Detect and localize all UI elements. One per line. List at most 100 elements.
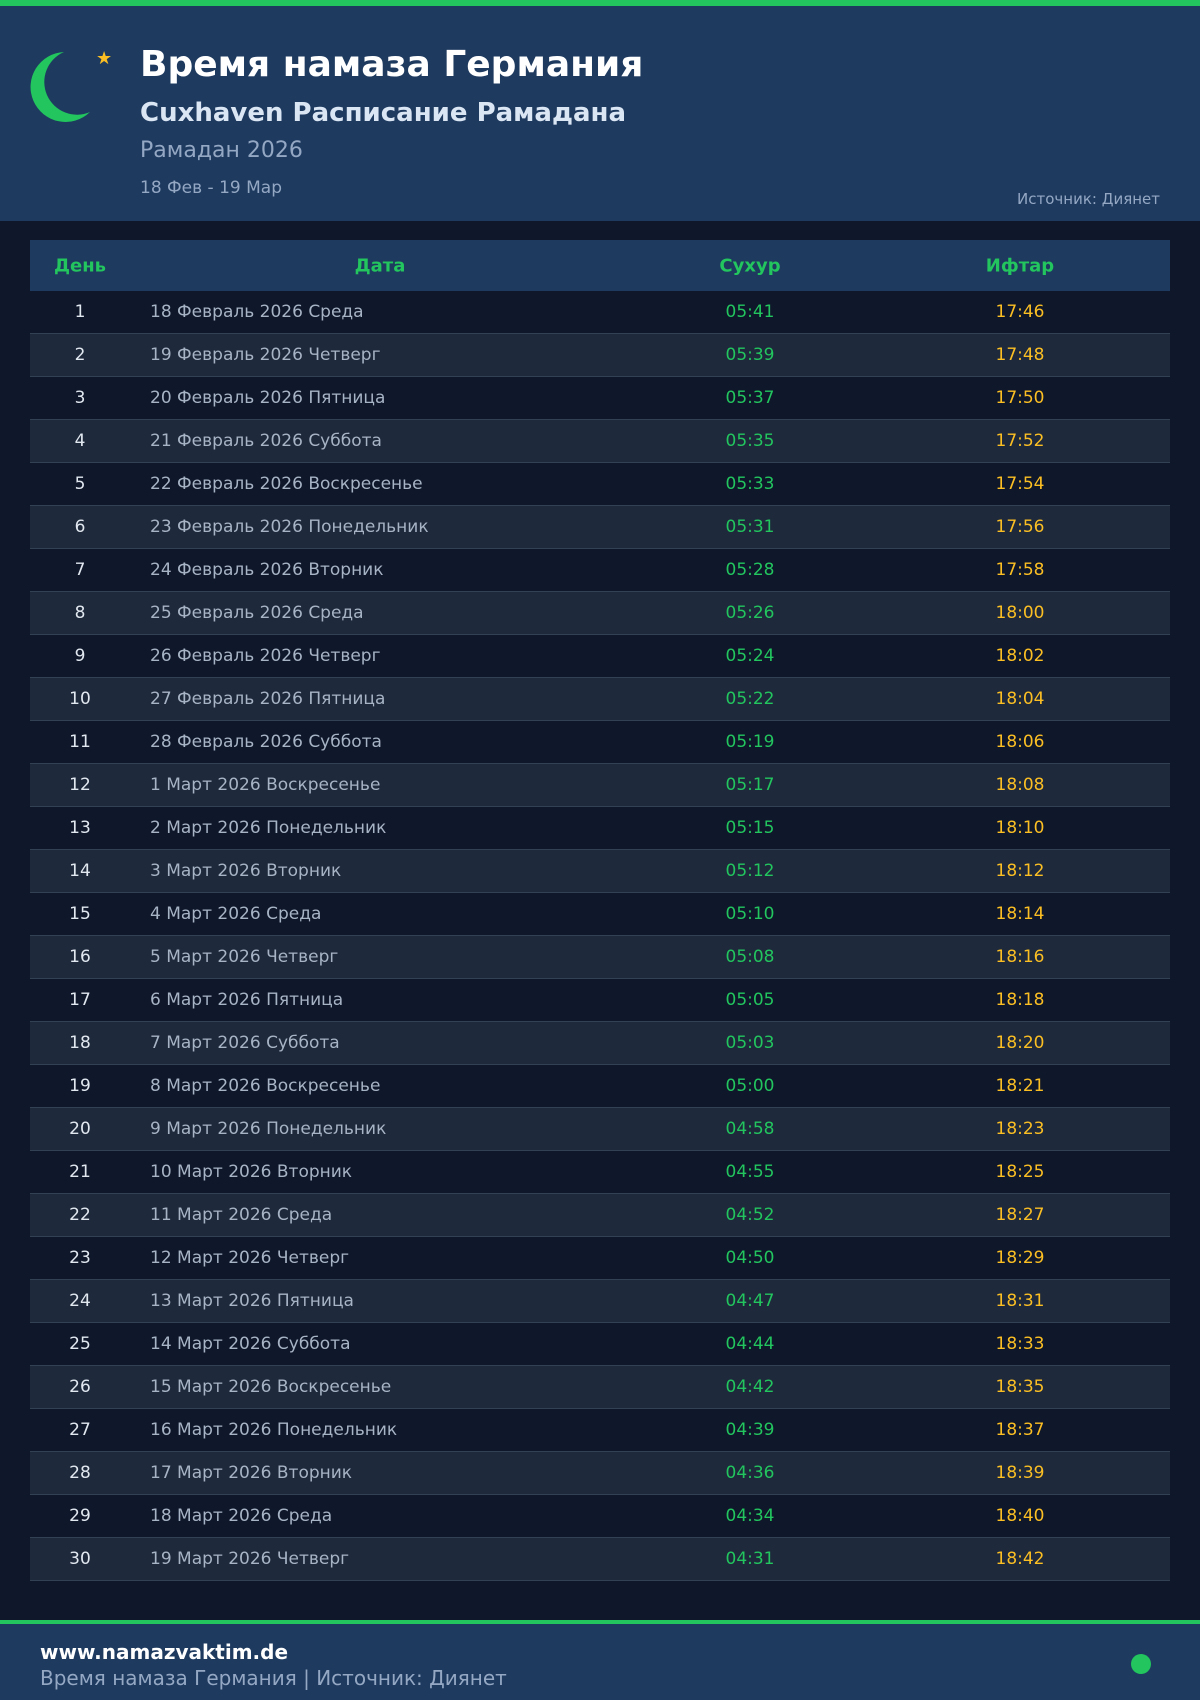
website-link[interactable]: www.namazvaktim.de bbox=[40, 1640, 289, 1664]
date-cell: 18 Февраль 2026 Среда bbox=[150, 302, 364, 322]
iftar-time: 18:14 bbox=[995, 904, 1045, 924]
date-cell: 15 Март 2026 Воскресенье bbox=[150, 1377, 392, 1397]
day-cell: 21 bbox=[69, 1162, 91, 1182]
day-cell: 10 bbox=[69, 689, 91, 709]
iftar-time: 18:29 bbox=[995, 1248, 1045, 1268]
suhur-time: 05:35 bbox=[725, 431, 775, 451]
suhur-time: 05:12 bbox=[725, 861, 775, 881]
iftar-time: 18:06 bbox=[995, 732, 1045, 752]
date-cell: 17 Март 2026 Вторник bbox=[150, 1463, 353, 1483]
day-cell: 8 bbox=[74, 603, 86, 623]
iftar-time: 18:04 bbox=[995, 689, 1045, 709]
date-cell: 1 Март 2026 Воскресенье bbox=[150, 775, 381, 795]
table-row: 14 3 Март 2026 Вторник 05:12 18:12 bbox=[30, 850, 1170, 893]
source-label: Источник: Диянет bbox=[1017, 190, 1160, 208]
crescent-moon-icon bbox=[30, 52, 91, 122]
date-cell: 3 Март 2026 Вторник bbox=[150, 861, 342, 881]
day-cell: 17 bbox=[69, 990, 91, 1010]
table-row: 26 15 Март 2026 Воскресенье 04:42 18:35 bbox=[30, 1366, 1170, 1409]
date-cell: 22 Февраль 2026 Воскресенье bbox=[150, 474, 423, 494]
iftar-time: 17:56 bbox=[995, 517, 1045, 537]
date-cell: 18 Март 2026 Среда bbox=[150, 1506, 333, 1526]
day-cell: 24 bbox=[69, 1291, 91, 1311]
date-cell: 19 Февраль 2026 Четверг bbox=[150, 345, 381, 365]
column-header-date: Дата bbox=[354, 255, 406, 276]
iftar-time: 18:02 bbox=[995, 646, 1045, 666]
day-cell: 1 bbox=[74, 302, 86, 322]
iftar-time: 18:12 bbox=[995, 861, 1045, 881]
iftar-time: 18:23 bbox=[995, 1119, 1045, 1139]
day-cell: 25 bbox=[69, 1334, 91, 1354]
table-row: 15 4 Март 2026 Среда 05:10 18:14 bbox=[30, 893, 1170, 936]
date-cell: 23 Февраль 2026 Понедельник bbox=[150, 517, 429, 537]
day-cell: 7 bbox=[74, 560, 86, 580]
suhur-time: 04:42 bbox=[725, 1377, 775, 1397]
suhur-time: 05:03 bbox=[725, 1033, 775, 1053]
date-cell: 7 Март 2026 Суббота bbox=[150, 1033, 340, 1053]
day-cell: 22 bbox=[69, 1205, 91, 1225]
suhur-time: 04:39 bbox=[725, 1420, 775, 1440]
page-header: ★ Время намаза Германия Cuxhaven Расписа… bbox=[0, 6, 1200, 221]
iftar-time: 17:58 bbox=[995, 560, 1045, 580]
status-dot-icon bbox=[1131, 1654, 1151, 1674]
suhur-time: 04:58 bbox=[725, 1119, 775, 1139]
table-row: 21 10 Март 2026 Вторник 04:55 18:25 bbox=[30, 1151, 1170, 1194]
iftar-time: 18:27 bbox=[995, 1205, 1045, 1225]
table-row: 22 11 Март 2026 Среда 04:52 18:27 bbox=[30, 1194, 1170, 1237]
table-row: 19 8 Март 2026 Воскресенье 05:00 18:21 bbox=[30, 1065, 1170, 1108]
day-cell: 14 bbox=[69, 861, 91, 881]
iftar-time: 18:10 bbox=[995, 818, 1045, 838]
day-cell: 27 bbox=[69, 1420, 91, 1440]
suhur-time: 05:00 bbox=[725, 1076, 775, 1096]
iftar-time: 18:35 bbox=[995, 1377, 1045, 1397]
table-row: 28 17 Март 2026 Вторник 04:36 18:39 bbox=[30, 1452, 1170, 1495]
table-row: 4 21 Февраль 2026 Суббота 05:35 17:52 bbox=[30, 420, 1170, 463]
iftar-time: 17:52 bbox=[995, 431, 1045, 451]
day-cell: 2 bbox=[74, 345, 86, 365]
star-icon: ★ bbox=[96, 48, 113, 69]
ramadan-schedule-table: День Дата Сухур Ифтар 1 18 Февраль 2026 С… bbox=[30, 240, 1170, 1581]
suhur-time: 05:19 bbox=[725, 732, 775, 752]
day-cell: 15 bbox=[69, 904, 91, 924]
iftar-time: 18:16 bbox=[995, 947, 1045, 967]
day-cell: 13 bbox=[69, 818, 91, 838]
table-row: 1 18 Февраль 2026 Среда 05:41 17:46 bbox=[30, 291, 1170, 334]
iftar-time: 18:08 bbox=[995, 775, 1045, 795]
table-row: 5 22 Февраль 2026 Воскресенье 05:33 17:54 bbox=[30, 463, 1170, 506]
suhur-time: 05:15 bbox=[725, 818, 775, 838]
table-row: 27 16 Март 2026 Понедельник 04:39 18:37 bbox=[30, 1409, 1170, 1452]
day-cell: 4 bbox=[74, 431, 86, 451]
footer-tagline: Время намаза Германия | Источник: Диянет bbox=[40, 1666, 507, 1690]
date-cell: 19 Март 2026 Четверг bbox=[150, 1549, 350, 1569]
day-cell: 26 bbox=[69, 1377, 91, 1397]
table-row: 10 27 Февраль 2026 Пятница 05:22 18:04 bbox=[30, 678, 1170, 721]
day-cell: 20 bbox=[69, 1119, 91, 1139]
iftar-time: 18:00 bbox=[995, 603, 1045, 623]
date-cell: 5 Март 2026 Четверг bbox=[150, 947, 339, 967]
suhur-time: 04:31 bbox=[725, 1549, 775, 1569]
ramadan-year: Рамадан 2026 bbox=[140, 138, 303, 163]
suhur-time: 05:05 bbox=[725, 990, 775, 1010]
column-header-iftar: Ифтар bbox=[985, 255, 1055, 276]
date-cell: 8 Март 2026 Воскресенье bbox=[150, 1076, 381, 1096]
table-row: 9 26 Февраль 2026 Четверг 05:24 18:02 bbox=[30, 635, 1170, 678]
table-row: 20 9 Март 2026 Понедельник 04:58 18:23 bbox=[30, 1108, 1170, 1151]
date-range: 18 Фев - 19 Мар bbox=[140, 178, 283, 198]
suhur-time: 05:31 bbox=[725, 517, 775, 537]
table-row: 25 14 Март 2026 Суббота 04:44 18:33 bbox=[30, 1323, 1170, 1366]
iftar-time: 18:25 bbox=[995, 1162, 1045, 1182]
iftar-time: 17:48 bbox=[995, 345, 1045, 365]
table-row: 17 6 Март 2026 Пятница 05:05 18:18 bbox=[30, 979, 1170, 1022]
table-row: 13 2 Март 2026 Понедельник 05:15 18:10 bbox=[30, 807, 1170, 850]
table-row: 30 19 Март 2026 Четверг 04:31 18:42 bbox=[30, 1538, 1170, 1581]
date-cell: 9 Март 2026 Понедельник bbox=[150, 1119, 387, 1139]
table-row: 3 20 Февраль 2026 Пятница 05:37 17:50 bbox=[30, 377, 1170, 420]
date-cell: 28 Февраль 2026 Суббота bbox=[150, 732, 382, 752]
suhur-time: 05:08 bbox=[725, 947, 775, 967]
day-cell: 30 bbox=[69, 1549, 91, 1569]
suhur-time: 05:24 bbox=[725, 646, 775, 666]
day-cell: 5 bbox=[74, 474, 86, 494]
suhur-time: 04:36 bbox=[725, 1463, 775, 1483]
footer-accent-line bbox=[0, 1620, 1200, 1624]
iftar-time: 18:40 bbox=[995, 1506, 1045, 1526]
